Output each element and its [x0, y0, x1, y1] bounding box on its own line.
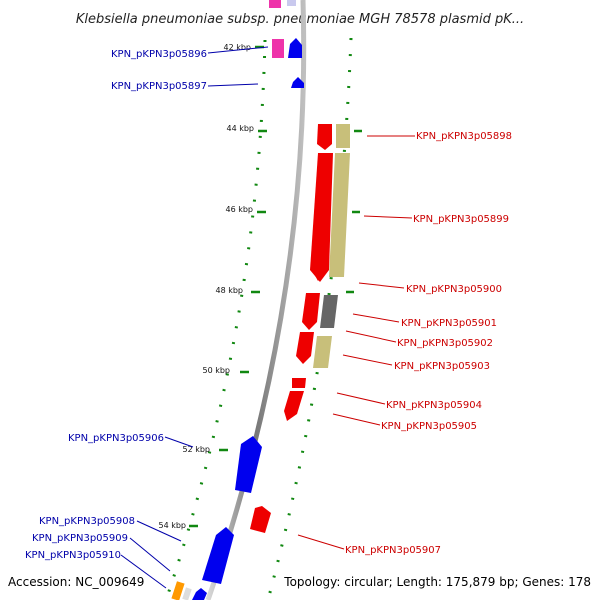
- gene-arrow-05909[interactable]: [192, 588, 207, 600]
- gene-label-05905[interactable]: KPN_pKPN3p05905: [381, 421, 477, 432]
- gene-label-05898[interactable]: KPN_pKPN3p05898: [416, 131, 512, 142]
- left-gene-labels: KPN_pKPN3p05896 KPN_pKPN3p05897 KPN_pKPN…: [25, 49, 207, 561]
- khaki-feature-1[interactable]: [336, 124, 350, 148]
- tick-label-54: 54 kbp: [158, 521, 186, 530]
- khaki-feature-2[interactable]: [329, 153, 350, 277]
- gene-arrow-05898[interactable]: [317, 124, 332, 150]
- tick-label-50: 50 kbp: [202, 366, 230, 375]
- accession-text: Accession: NC_009649: [8, 575, 144, 589]
- gene-label-05901[interactable]: KPN_pKPN3p05901: [401, 318, 497, 329]
- tick-label-48: 48 kbp: [215, 286, 243, 295]
- gene-arrow-05905[interactable]: [284, 391, 304, 421]
- outer-tick-marks: [346, 129, 362, 294]
- gene-label-05906[interactable]: KPN_pKPN3p05906: [68, 433, 164, 444]
- khaki-feature-3[interactable]: [313, 336, 332, 368]
- tick-labels: 42 kbp 44 kbp 46 kbp 48 kbp 50 kbp 52 kb…: [158, 43, 254, 530]
- topology-text: Topology: circular; Length: 175,879 bp; …: [283, 575, 591, 589]
- gene-arrow-05904[interactable]: [292, 378, 306, 388]
- gray-feature[interactable]: [320, 295, 338, 328]
- tick-label-46: 46 kbp: [225, 205, 253, 214]
- other-features: [313, 124, 350, 368]
- tick-label-52: 52 kbp: [182, 445, 210, 454]
- gene-label-05907[interactable]: KPN_pKPN3p05907: [345, 545, 441, 556]
- gene-arrow-05908[interactable]: [202, 527, 234, 584]
- gene-arrow-05897[interactable]: [291, 77, 304, 88]
- gene-label-05902[interactable]: KPN_pKPN3p05902: [397, 338, 493, 349]
- gene-label-05899[interactable]: KPN_pKPN3p05899: [413, 214, 509, 225]
- gene-arrow-05901[interactable]: [302, 293, 320, 330]
- magenta-feature[interactable]: [272, 39, 284, 58]
- tick-label-42: 42 kbp: [223, 43, 251, 52]
- gene-label-05897[interactable]: KPN_pKPN3p05897: [111, 81, 207, 92]
- outer-dotted-ring: [266, 37, 353, 600]
- reverse-genes: [250, 124, 333, 533]
- gene-label-05900[interactable]: KPN_pKPN3p05900: [406, 284, 502, 295]
- gene-label-05896[interactable]: KPN_pKPN3p05896: [111, 49, 207, 60]
- gene-label-05904[interactable]: KPN_pKPN3p05904: [386, 400, 482, 411]
- gene-arrow-05896[interactable]: [288, 38, 302, 58]
- orange-feature[interactable]: [171, 581, 185, 600]
- left-leaders: [120, 46, 269, 589]
- tick-marks: [189, 45, 267, 528]
- gene-arrow-05906[interactable]: [235, 436, 262, 493]
- gene-label-05910[interactable]: KPN_pKPN3p05910: [25, 550, 121, 561]
- right-gene-labels: KPN_pKPN3p05898 KPN_pKPN3p05899 KPN_pKPN…: [345, 131, 512, 556]
- gene-feature-top-mid[interactable]: [287, 0, 296, 6]
- gene-arrow-05899[interactable]: [310, 153, 333, 282]
- inner-dotted-ring: [164, 39, 267, 600]
- forward-genes: [171, 0, 304, 600]
- gene-arrow-05907[interactable]: [250, 506, 271, 533]
- gene-label-05909[interactable]: KPN_pKPN3p05909: [32, 533, 128, 544]
- gene-feature-top-left[interactable]: [269, 0, 281, 8]
- gene-arrow-05900-small[interactable]: [313, 272, 325, 281]
- light-feature[interactable]: [182, 587, 192, 600]
- gene-label-05903[interactable]: KPN_pKPN3p05903: [394, 361, 490, 372]
- map-title: Klebsiella pneumoniae subsp. pneumoniae …: [76, 12, 524, 27]
- gene-arrow-05902[interactable]: [296, 332, 314, 364]
- tick-label-44: 44 kbp: [226, 124, 254, 133]
- right-leaders: [297, 135, 415, 550]
- gene-label-05908[interactable]: KPN_pKPN3p05908: [39, 516, 135, 527]
